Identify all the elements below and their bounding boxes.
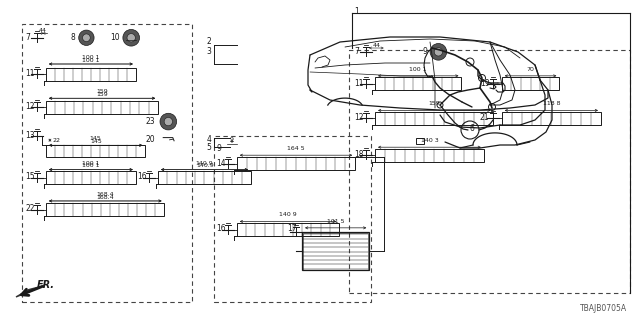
Circle shape [430, 44, 447, 60]
Bar [237, 157, 355, 170]
Bar [502, 112, 601, 125]
Text: 3: 3 [206, 47, 211, 56]
Text: 13: 13 [26, 131, 35, 140]
Bar [416, 138, 424, 144]
Text: 16: 16 [216, 224, 226, 233]
Text: 140 3: 140 3 [420, 138, 438, 143]
Text: 23: 23 [146, 117, 156, 126]
Text: 100 1: 100 1 [82, 161, 100, 166]
Text: 16: 16 [138, 172, 147, 181]
Text: 2: 2 [207, 37, 211, 46]
Bar [237, 223, 339, 236]
Text: 168.4: 168.4 [97, 195, 115, 200]
Circle shape [435, 48, 443, 56]
Bar [158, 171, 251, 184]
Circle shape [83, 34, 90, 42]
Bar [46, 68, 136, 81]
Text: 118 8: 118 8 [543, 101, 560, 106]
Text: 100 1: 100 1 [410, 67, 427, 72]
Text: 11: 11 [26, 69, 35, 78]
Text: 101 5: 101 5 [327, 219, 344, 224]
Circle shape [79, 30, 94, 45]
Text: 9: 9 [422, 47, 428, 56]
Text: 100 1: 100 1 [82, 58, 100, 63]
Text: 20: 20 [146, 135, 156, 144]
Text: 70: 70 [527, 67, 534, 72]
Text: 18: 18 [355, 150, 364, 159]
Bar [303, 233, 368, 270]
Text: 140.9: 140.9 [196, 161, 213, 166]
Text: 8: 8 [70, 33, 75, 42]
Text: 10: 10 [110, 33, 120, 42]
Text: 4: 4 [206, 135, 211, 144]
Text: 44: 44 [372, 43, 380, 48]
Text: 9: 9 [216, 144, 221, 153]
Polygon shape [16, 285, 45, 297]
Text: 5: 5 [206, 143, 211, 152]
Text: 145: 145 [90, 139, 102, 144]
Text: 17: 17 [287, 224, 296, 233]
Text: TBAJB0705A: TBAJB0705A [580, 304, 627, 313]
Bar [46, 203, 164, 216]
Circle shape [164, 117, 173, 126]
Text: 14: 14 [216, 159, 226, 168]
Text: 6: 6 [470, 124, 475, 132]
Bar [46, 171, 136, 184]
Bar [375, 77, 461, 90]
Text: 15: 15 [26, 172, 35, 181]
Bar [46, 145, 145, 157]
Bar [375, 112, 493, 125]
Text: 21: 21 [480, 113, 490, 122]
Bar [46, 101, 158, 114]
Bar [502, 77, 559, 90]
Text: 140.9: 140.9 [196, 163, 214, 168]
Text: 22: 22 [26, 204, 35, 213]
Text: 159: 159 [97, 92, 108, 97]
Text: 159: 159 [96, 89, 108, 94]
Text: 145: 145 [90, 136, 102, 141]
Text: 9: 9 [230, 137, 234, 142]
Text: 100 1: 100 1 [82, 163, 100, 168]
Text: 7: 7 [26, 33, 31, 42]
Circle shape [160, 113, 177, 130]
Bar [302, 232, 369, 270]
Text: FR.: FR. [36, 280, 54, 290]
Text: 12: 12 [26, 102, 35, 111]
Text: 159: 159 [428, 101, 440, 106]
Text: 164 5: 164 5 [287, 146, 305, 151]
Bar [22, 24, 192, 302]
Circle shape [123, 29, 140, 46]
Bar [349, 50, 630, 293]
Text: 140 9: 140 9 [279, 212, 297, 218]
Text: 19: 19 [480, 79, 490, 88]
Text: 44: 44 [39, 28, 47, 33]
Text: 22: 22 [52, 138, 61, 143]
Text: 100 1: 100 1 [82, 55, 100, 60]
Text: 12: 12 [355, 113, 364, 122]
Bar [214, 136, 371, 302]
Circle shape [127, 34, 136, 42]
Text: 11: 11 [355, 79, 364, 88]
Text: 168.4: 168.4 [97, 192, 114, 197]
Text: 7: 7 [355, 47, 360, 56]
Bar [375, 149, 484, 162]
Text: 1: 1 [355, 7, 359, 16]
